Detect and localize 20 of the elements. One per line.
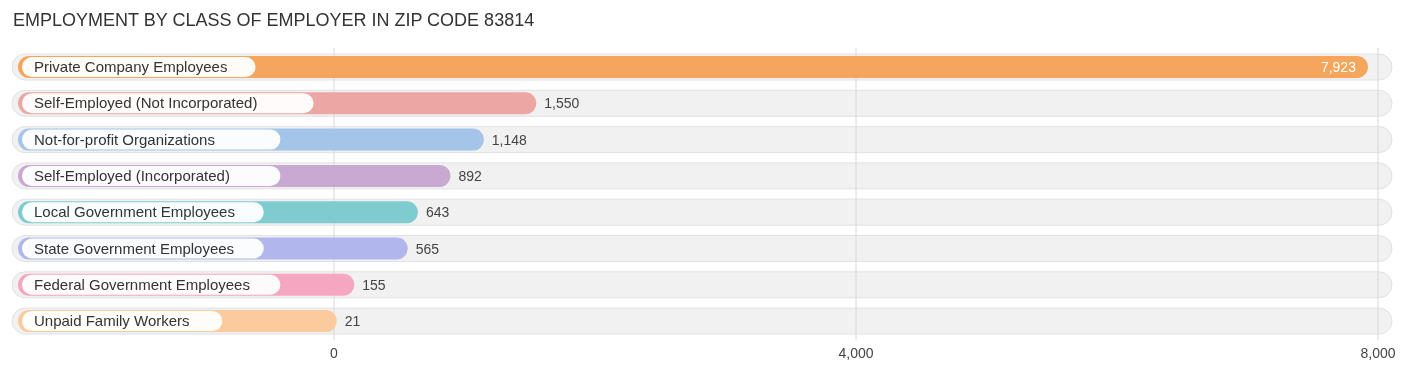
data-label: 892 [458, 167, 482, 184]
data-label: 643 [425, 204, 450, 221]
data-label: 7,923 [1320, 59, 1357, 75]
y-tick-label: State Government Employees [34, 239, 235, 257]
data-label: 565 [415, 240, 440, 257]
y-tick-label: Unpaid Family Workers [34, 312, 190, 330]
x-tick-label: 4,000 [838, 345, 874, 361]
x-tick-label: 8,000 [1360, 345, 1396, 361]
y-tick-label: Self-Employed (Incorporated) [34, 166, 230, 184]
data-label: 1,148 [491, 131, 528, 148]
y-tick-label: Private Company Employees [34, 58, 228, 75]
y-tick-label: Federal Government Employees [34, 275, 250, 293]
data-label: 155 [362, 276, 386, 293]
y-tick-label: Local Government Employees [34, 203, 235, 221]
chart-title: EMPLOYMENT BY CLASS OF EMPLOYER IN ZIP CODE 83814 [13, 10, 535, 30]
data-label: 1,550 [544, 95, 580, 112]
data-label: 21 [344, 313, 361, 330]
y-tick-label: Self-Employed (Not Incorporated) [34, 94, 258, 112]
y-tick-label: Not-for-profit Organizations [34, 130, 215, 148]
x-tick-label: 0 [330, 345, 339, 361]
